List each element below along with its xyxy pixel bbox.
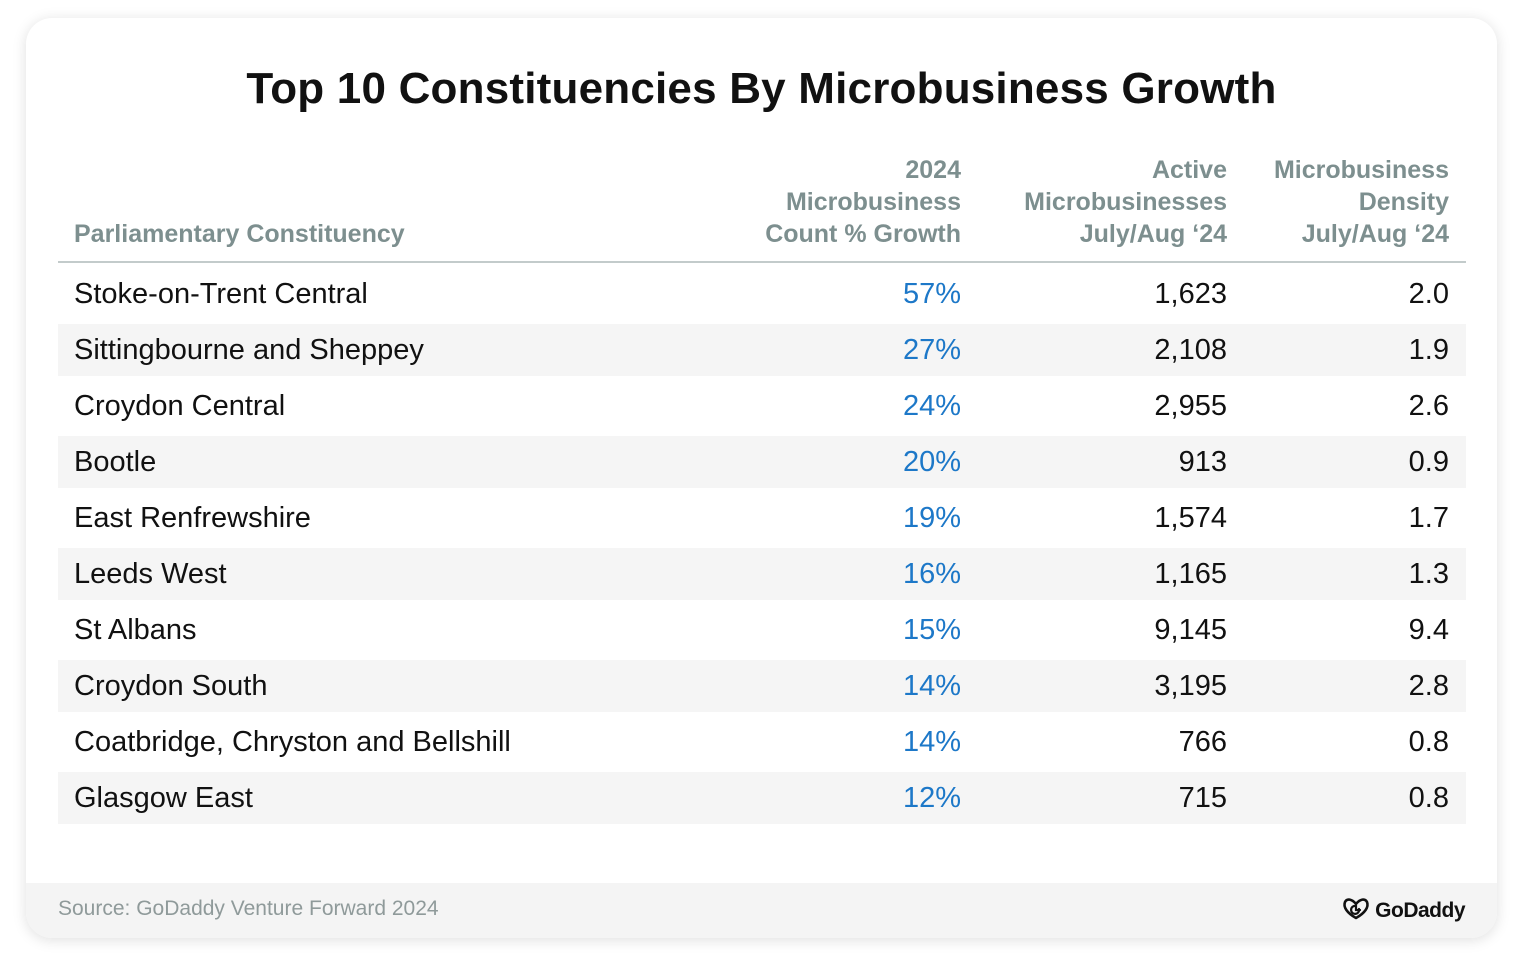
growth-cell: 19% [902, 502, 961, 534]
table-body: Stoke-on-Trent Central 57% 1,623 2.0 Sit… [58, 268, 1466, 828]
table-row: Croydon Central 24% 2,955 2.6 [58, 380, 1466, 432]
constituency-cell: Bootle [74, 446, 157, 478]
header-active-line: Active [1151, 156, 1227, 184]
density-cell: 0.8 [1408, 726, 1449, 758]
density-cell: 9.4 [1408, 614, 1449, 646]
density-cell: 0.8 [1408, 782, 1449, 814]
constituency-cell: Sittingbourne and Sheppey [74, 334, 424, 366]
footer-bar: Source: GoDaddy Venture Forward 2024 GoD… [26, 883, 1497, 938]
table-row: Bootle 20% 913 0.9 [58, 436, 1466, 488]
growth-cell: 14% [902, 726, 961, 758]
header-density-line: Microbusiness [1273, 156, 1449, 184]
active-cell: 1,165 [1154, 558, 1227, 590]
header-growth-line: 2024 [905, 156, 961, 184]
active-cell: 1,574 [1154, 502, 1227, 534]
table-row: East Renfrewshire 19% 1,574 1.7 [58, 492, 1466, 544]
growth-cell: 57% [902, 278, 961, 310]
constituency-cell: East Renfrewshire [74, 502, 311, 534]
table-header: Parliamentary Constituency 2024 Microbus… [58, 146, 1466, 250]
table-card: Top 10 Constituencies By Microbusiness G… [26, 18, 1497, 938]
active-cell: 715 [1178, 782, 1227, 814]
growth-cell: 14% [902, 670, 961, 702]
constituency-cell: Coatbridge, Chryston and Bellshill [74, 726, 511, 758]
header-divider [58, 261, 1466, 263]
header-growth-line: Microbusiness [785, 188, 961, 216]
header-active: Active Microbusinesses July/Aug ‘24 [1024, 154, 1227, 250]
constituency-cell: Croydon Central [74, 390, 286, 422]
header-active-line: Microbusinesses [1024, 188, 1227, 216]
density-cell: 2.0 [1408, 278, 1449, 310]
active-cell: 2,108 [1154, 334, 1227, 366]
header-active-line: July/Aug ‘24 [1079, 220, 1227, 248]
growth-cell: 20% [902, 446, 961, 478]
density-cell: 1.3 [1408, 558, 1449, 590]
density-cell: 2.8 [1408, 670, 1449, 702]
table-row: Coatbridge, Chryston and Bellshill 14% 7… [58, 716, 1466, 768]
godaddy-logo-icon [1342, 897, 1370, 926]
table-row: Leeds West 16% 1,165 1.3 [58, 548, 1466, 600]
growth-cell: 16% [902, 558, 961, 590]
constituency-cell: Stoke-on-Trent Central [74, 278, 368, 310]
density-cell: 0.9 [1408, 446, 1449, 478]
header-constituency-line: Parliamentary Constituency [74, 220, 405, 248]
growth-cell: 15% [902, 614, 961, 646]
density-cell: 2.6 [1408, 390, 1449, 422]
constituency-cell: Leeds West [74, 558, 227, 590]
active-cell: 1,623 [1154, 278, 1227, 310]
constituency-cell: St Albans [74, 614, 197, 646]
active-cell: 766 [1178, 726, 1227, 758]
header-density: Microbusiness Density July/Aug ‘24 [1274, 154, 1449, 250]
density-cell: 1.9 [1408, 334, 1449, 366]
active-cell: 3,195 [1154, 670, 1227, 702]
table-row: Sittingbourne and Sheppey 27% 2,108 1.9 [58, 324, 1466, 376]
density-cell: 1.7 [1408, 502, 1449, 534]
table-row: St Albans 15% 9,145 9.4 [58, 604, 1466, 656]
growth-cell: 12% [902, 782, 961, 814]
active-cell: 2,955 [1154, 390, 1227, 422]
header-growth-line: Count % Growth [765, 220, 961, 248]
source-note: Source: GoDaddy Venture Forward 2024 [58, 897, 439, 920]
active-cell: 913 [1178, 446, 1227, 478]
active-cell: 9,145 [1154, 614, 1227, 646]
growth-cell: 27% [902, 334, 961, 366]
header-density-line: July/Aug ‘24 [1301, 220, 1449, 248]
table-row: Stoke-on-Trent Central 57% 1,623 2.0 [58, 268, 1466, 320]
table-row: Croydon South 14% 3,195 2.8 [58, 660, 1466, 712]
godaddy-logo: GoDaddy [1342, 897, 1465, 925]
header-density-line: Density [1358, 188, 1449, 216]
godaddy-logo-text: GoDaddy [1375, 899, 1465, 922]
header-constituency: Parliamentary Constituency [74, 218, 405, 250]
header-growth: 2024 Microbusiness Count % Growth [765, 154, 961, 250]
constituency-cell: Glasgow East [74, 782, 253, 814]
chart-title: Top 10 Constituencies By Microbusiness G… [246, 64, 1277, 113]
growth-cell: 24% [902, 390, 961, 422]
constituency-cell: Croydon South [74, 670, 268, 702]
table-row: Glasgow East 12% 715 0.8 [58, 772, 1466, 824]
